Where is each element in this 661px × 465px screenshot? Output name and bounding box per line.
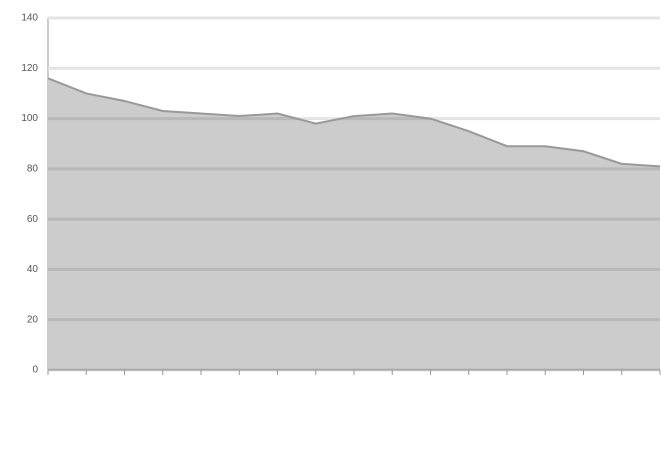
y-tick-label: 20	[27, 314, 39, 325]
y-tick-label: 40	[27, 264, 39, 275]
y-tick-label: 140	[21, 13, 38, 24]
line	[47, 77, 661, 168]
y-tick-label: 120	[21, 63, 38, 74]
area	[48, 78, 660, 370]
y-tick-label: 60	[27, 214, 39, 225]
y-tick-label: 100	[21, 113, 38, 124]
y-tick-label: 80	[27, 163, 39, 174]
y-tick-label: 0	[32, 365, 38, 376]
